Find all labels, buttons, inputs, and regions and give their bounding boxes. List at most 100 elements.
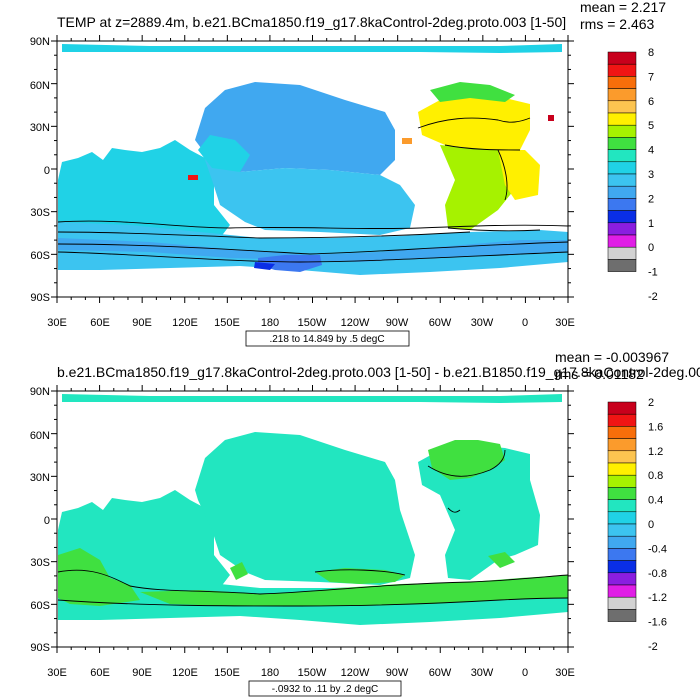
lat-label: 0	[44, 165, 50, 177]
colorbar-swatch	[607, 234, 637, 248]
colorbar-swatch	[607, 76, 637, 89]
colorbar-swatch	[607, 222, 637, 236]
panel-1-west-pacific	[198, 135, 250, 172]
colorbar-swatch	[607, 185, 637, 199]
lon-label: 60E	[90, 317, 110, 329]
colorbar-swatch	[607, 548, 637, 561]
colorbar-swatch	[607, 413, 637, 427]
colorbar-label: 5	[648, 120, 654, 132]
panel-2-title: b.e21.BCma1850.f19_g17.8kaControl-2deg.p…	[57, 364, 700, 380]
panel-1-range-text: .218 to 14.849 by .5 degC	[269, 334, 384, 345]
panel-1-antarctic-shelf	[258, 255, 322, 272]
colorbar-label: -0.4	[648, 543, 667, 555]
colorbar-label: -2	[648, 641, 658, 653]
colorbar-swatch	[607, 572, 637, 586]
lat-label: 60N	[30, 80, 50, 92]
panel-1-orange-spot	[402, 138, 412, 144]
colorbar-label: 0	[648, 519, 654, 531]
colorbar-swatch	[607, 198, 637, 211]
panel-1-title: TEMP at z=2889.4m, b.e21.BCma1850.f19_g1…	[57, 14, 566, 30]
panel-1-atlantic-north	[418, 95, 530, 150]
lat-label: 90S	[30, 292, 50, 304]
lon-label: 120E	[172, 667, 198, 679]
colorbar-label: -0.8	[648, 568, 667, 580]
colorbar-swatch	[607, 246, 637, 260]
colorbar-swatch	[607, 584, 637, 598]
colorbar-label: 2	[648, 397, 654, 409]
lon-label: 0	[522, 667, 528, 679]
colorbar-swatch	[607, 88, 637, 102]
panel-2-ticks	[51, 385, 574, 653]
lon-label: 30E	[555, 667, 575, 679]
colorbar-swatch	[607, 535, 637, 549]
panel-2-contours	[57, 449, 569, 607]
panel-1-med-spot	[548, 115, 554, 121]
colorbar-swatch	[607, 596, 637, 610]
lat-label: 60S	[30, 250, 50, 262]
panel-1-range-box	[245, 330, 410, 347]
panel-2-south-indian-green	[58, 548, 140, 606]
colorbar-label: 2	[648, 193, 654, 205]
colorbar-swatch	[607, 438, 637, 452]
lat-label: 30N	[30, 472, 50, 484]
panel-1-indian-ocean	[58, 140, 230, 240]
panel-2-range-text: -.0932 to .11 by .2 degC	[272, 684, 379, 695]
lon-label: 150E	[214, 317, 240, 329]
panel-2-pacific-green	[315, 568, 405, 584]
colorbar-swatch	[607, 499, 637, 513]
lat-label: 90N	[30, 386, 50, 398]
lon-label: 30E	[47, 667, 67, 679]
panel-1-ticks	[51, 35, 574, 303]
colorbar-label: 3	[648, 169, 654, 181]
lat-label: 60N	[30, 430, 50, 442]
panel-2-lon-labels: 30E 60E 90E 120E 150E 180 150W 120W 90W …	[47, 667, 575, 679]
panel-1-map	[56, 40, 569, 298]
panel-2-colorbar: 2 1.6 1.2 0.8 0.4 0 -0.4 -0.8 -1.2 -1.6 -2	[607, 397, 667, 653]
lon-label: 120E	[172, 317, 198, 329]
panel-1-colorbar: 8 7 6 5 4 3 2 1 0 -1 -2	[607, 47, 658, 303]
lat-label: 90S	[30, 642, 50, 654]
lon-label: 30E	[47, 317, 67, 329]
colorbar-label: 8	[648, 47, 654, 59]
lon-label: 180	[261, 317, 279, 329]
lon-label: 150E	[214, 667, 240, 679]
colorbar-label: -1.6	[648, 617, 667, 629]
lon-label: 90W	[386, 667, 409, 679]
lon-label: 60W	[429, 667, 452, 679]
colorbar-label: 0.8	[648, 470, 663, 482]
colorbar-swatch	[607, 450, 637, 464]
colorbar-label: 7	[648, 71, 654, 83]
lat-label: 0	[44, 515, 50, 527]
colorbar-swatch	[607, 511, 637, 525]
panel-2-north-atlantic-green	[428, 440, 505, 480]
colorbar-swatch	[607, 259, 637, 272]
colorbar-label: 1	[648, 218, 654, 230]
panel-2: b.e21.BCma1850.f19_g17.8kaControl-2deg.p…	[30, 349, 700, 697]
colorbar-swatch	[607, 401, 637, 415]
panel-1-arctic	[62, 44, 562, 53]
lon-label: 90E	[132, 667, 152, 679]
panel-1-southern-dark	[58, 238, 568, 262]
panel-1-lon-labels: 30E 60E 90E 120E 150E 180 150W 120W 90W …	[47, 317, 575, 329]
panel-1-mean: mean = 2.217	[580, 0, 666, 15]
lon-label: 30W	[471, 317, 494, 329]
panel-2-indian-green	[230, 562, 248, 580]
panel-2-mean: mean = -0.003967	[555, 349, 669, 365]
lat-label: 30S	[30, 557, 50, 569]
lat-label: 30S	[30, 207, 50, 219]
colorbar-swatch	[607, 161, 637, 175]
panel-2-south-band-green	[140, 575, 568, 606]
colorbar-swatch	[607, 112, 637, 126]
lon-label: 150W	[298, 667, 327, 679]
panel-1-red-spot	[188, 175, 198, 180]
colorbar-swatch	[607, 474, 637, 488]
colorbar-swatch	[607, 462, 637, 476]
lon-label: 120W	[341, 317, 370, 329]
colorbar-label: 0	[648, 242, 654, 254]
colorbar-swatch	[607, 137, 637, 150]
colorbar-swatch	[607, 210, 637, 224]
panel-1: TEMP at z=2889.4m, b.e21.BCma1850.f19_g1…	[30, 0, 666, 347]
lon-label: 30E	[555, 317, 575, 329]
colorbar-label: -1.2	[648, 592, 667, 604]
